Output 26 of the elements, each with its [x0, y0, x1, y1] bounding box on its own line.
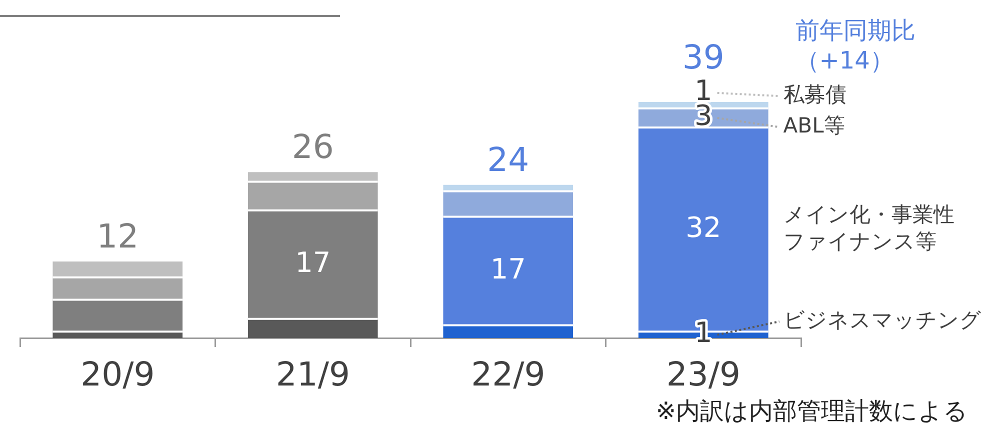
bar — [443, 216, 574, 326]
x-tick-label: 20/9 — [80, 354, 155, 394]
bar — [443, 325, 574, 338]
bar — [248, 210, 378, 319]
total-label: 26 — [292, 127, 334, 166]
bar — [248, 182, 378, 210]
x-tick-label: 21/9 — [276, 354, 350, 394]
text: 前年同期比（+14） — [795, 16, 916, 74]
bar — [443, 191, 574, 217]
bar — [52, 277, 183, 300]
x-tick-label: 23/9 — [666, 354, 740, 394]
legend-label: ビジネスマッチング — [783, 308, 982, 332]
legend-label: 私募債 — [783, 82, 846, 107]
series-label: メイン化・事業性ファイナンス等 — [783, 202, 954, 254]
legend-label: ABL等 — [783, 114, 845, 138]
text: ※内訳は内部管理計数による — [656, 397, 968, 426]
total-label: 12 — [96, 216, 139, 256]
data-label: 17 — [490, 252, 526, 286]
data-label: 17 — [295, 246, 331, 279]
bar — [52, 300, 183, 332]
total-label: 39 — [682, 37, 724, 76]
total-label: 24 — [487, 140, 530, 179]
x-tick-label: 22/9 — [471, 354, 546, 394]
bar — [248, 318, 378, 338]
bar — [52, 261, 183, 278]
data-label: 32 — [686, 210, 722, 244]
